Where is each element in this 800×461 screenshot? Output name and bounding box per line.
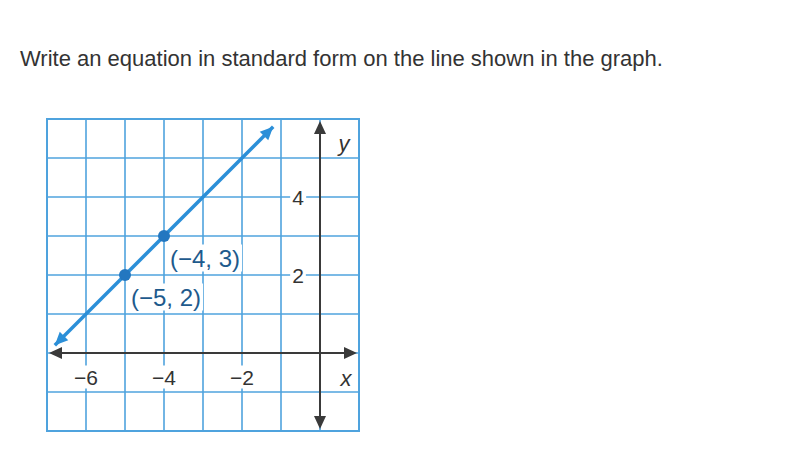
grid-line-y (47, 430, 359, 432)
x-tick-label: −2 (230, 366, 254, 389)
x-axis-arrow (344, 347, 357, 359)
x-axis-arrow (49, 347, 62, 359)
x-tick: −2 (228, 366, 256, 389)
grid-line-y (47, 118, 359, 120)
x-axis-label-group: x (338, 366, 355, 391)
grid-line-x (319, 119, 321, 431)
line-arrow (260, 127, 273, 140)
axes (49, 121, 357, 429)
grid-line-y (47, 274, 359, 276)
line-arrow (55, 332, 68, 345)
y-axis-arrow (314, 416, 326, 429)
grid-line-y (47, 313, 359, 315)
y-tick: 4 (290, 186, 306, 209)
x-axis-label-background (338, 366, 355, 391)
x-tick-label-background (150, 366, 178, 389)
annotation-text: (−5, 2) (131, 284, 201, 311)
y-axis-label: y (337, 131, 352, 156)
x-tick-label-background (72, 366, 100, 389)
x-axis (51, 352, 355, 354)
plot-frame (47, 119, 359, 431)
page: {"chart_data": {"type": "line", "title":… (0, 0, 800, 461)
y-axis-arrow (314, 121, 326, 134)
grid-line-y (47, 391, 359, 393)
y-tick: 2 (290, 264, 306, 287)
data-marks (55, 127, 273, 345)
background (0, 0, 800, 461)
annotation: (−5, 2) (129, 284, 203, 311)
y-tick-label: 2 (292, 264, 304, 287)
grid-line-y (47, 235, 359, 237)
canvas: Write an equation in standard form on th… (0, 0, 800, 461)
annotation-text: (−4, 3) (170, 245, 240, 272)
annotations: (−4, 3) (−5, 2) (129, 245, 242, 311)
y-tick-label-background (290, 186, 306, 209)
tick-labels: −6 −4 −2 2 4 (72, 186, 306, 389)
y-tick-label: 4 (292, 186, 304, 209)
point (158, 230, 170, 242)
annotation: (−4, 3) (168, 245, 242, 272)
point (119, 269, 131, 281)
grid-line-y (47, 157, 359, 159)
y-axis (319, 123, 321, 427)
x-tick: −4 (150, 366, 178, 389)
y-tick-label-background (290, 264, 306, 287)
grid-line-y (47, 352, 359, 354)
y-axis-label-group: y (335, 131, 354, 156)
x-tick-label: −4 (152, 366, 176, 389)
grid (47, 119, 359, 431)
title: Write an equation in standard form on th… (20, 46, 663, 71)
y-axis-label-background (335, 131, 354, 156)
x-tick-label-background (228, 366, 256, 389)
x-tick: −6 (72, 366, 100, 389)
annotation-text-background (168, 245, 242, 272)
x-tick-label: −6 (74, 366, 98, 389)
annotation-text-background (129, 284, 203, 311)
x-axis-label: x (340, 366, 353, 391)
line (55, 127, 273, 345)
